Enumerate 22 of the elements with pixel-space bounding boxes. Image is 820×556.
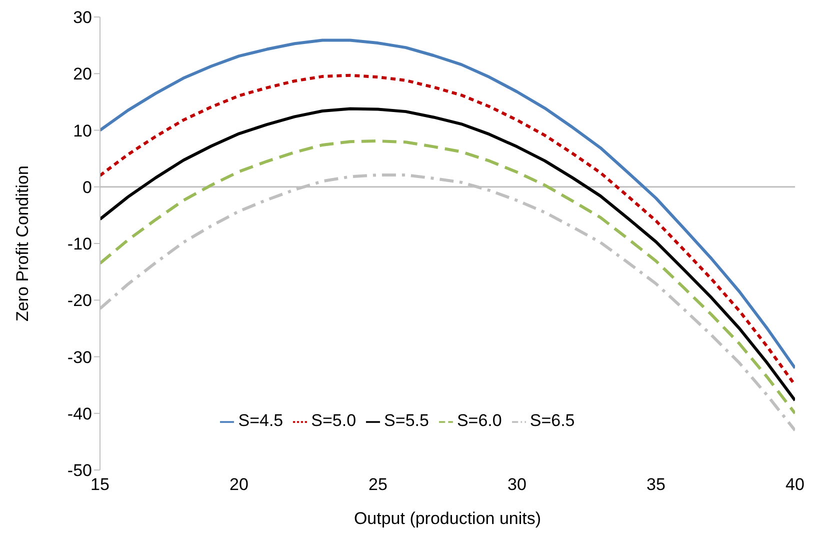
y-tick-label: -10	[67, 234, 92, 254]
y-tick-label: -20	[67, 291, 92, 310]
y-tick-label: -30	[67, 348, 92, 367]
y-tick-label: 20	[73, 64, 92, 84]
x-tick-label: 40	[786, 475, 804, 494]
y-tick-label: 0	[82, 178, 92, 197]
legend-label: S=4.5	[238, 411, 284, 430]
x-tick-label: 20	[230, 475, 248, 494]
y-tick-label: -40	[67, 404, 92, 424]
x-tick-label: 25	[368, 475, 388, 494]
x-tick-label: 15	[90, 475, 110, 494]
legend-label: S=5.0	[311, 411, 356, 430]
y-tick-label: 10	[73, 121, 92, 140]
legend-label: S=5.5	[384, 411, 429, 430]
x-tick-label: 30	[508, 475, 526, 494]
x-axis-title: Output (production units)	[354, 509, 542, 528]
legend-label: S=6.0	[456, 411, 502, 430]
legend-label: S=6.5	[530, 411, 575, 430]
y-tick-label: 30	[73, 8, 92, 28]
x-tick-label: 35	[646, 475, 666, 494]
y-axis-title: Zero Profit Condition	[13, 166, 32, 322]
y-tick-label: -50	[67, 461, 92, 480]
